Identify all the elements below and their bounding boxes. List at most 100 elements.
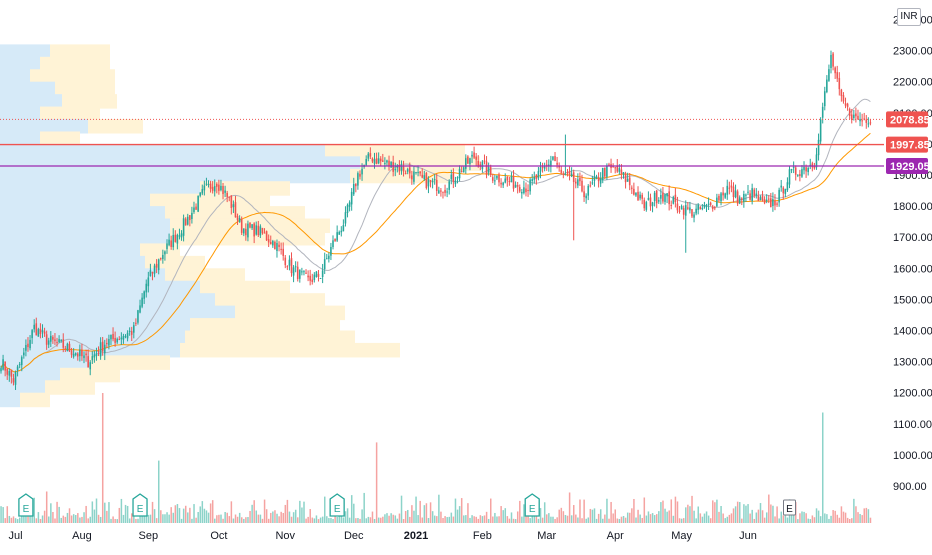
candle-body — [784, 188, 787, 194]
candle-body — [782, 187, 785, 194]
volume-bar — [141, 515, 143, 523]
candle-body — [290, 258, 293, 274]
profile-row-up — [0, 230, 170, 246]
volume-bar — [377, 517, 380, 523]
candle-body — [438, 190, 440, 194]
candle-body — [738, 197, 741, 204]
candle-body — [33, 324, 35, 330]
price-tag — [886, 136, 928, 153]
candle-body — [91, 356, 94, 361]
volume-bar — [500, 506, 502, 523]
candle-body — [460, 171, 463, 173]
candle-body — [415, 172, 417, 174]
volume-bar — [591, 509, 594, 523]
candle-body — [776, 203, 778, 205]
earnings-marker-box — [18, 493, 34, 517]
candle-body — [718, 195, 720, 201]
candle-body — [680, 206, 683, 210]
volume-bar — [79, 517, 81, 523]
volume-bar — [502, 510, 504, 523]
volume-bar — [583, 499, 585, 523]
x-tick-label: Sep — [139, 530, 159, 542]
volume-bar — [639, 514, 641, 523]
volume-bar — [72, 514, 75, 523]
volume-bar — [155, 518, 158, 523]
candle-body — [599, 178, 602, 184]
volume-bar — [222, 518, 224, 523]
candle-body — [417, 172, 419, 174]
y-tick-label: 1800.00 — [893, 201, 932, 213]
volume-bar — [251, 504, 253, 523]
volume-bar — [682, 518, 685, 523]
volume-bar — [826, 514, 828, 523]
candle-body — [664, 194, 666, 202]
y-tick-label: 1500.00 — [893, 294, 932, 306]
profile-row-up — [0, 131, 40, 146]
volume-bar — [27, 514, 29, 523]
volume-bar — [249, 510, 251, 523]
candle-body — [487, 167, 490, 173]
volume-bar — [853, 498, 855, 523]
volume-bar — [407, 509, 409, 523]
volume-bar — [614, 509, 616, 523]
time-axis[interactable]: Jul Aug Sep Oct Nov Dec 2021 Feb Mar Apr May Jun — [8, 530, 756, 542]
candle-body — [222, 186, 224, 195]
volume-profile — [0, 44, 480, 408]
candle-body — [529, 179, 531, 192]
candle-body — [759, 197, 762, 201]
volume-bar — [840, 506, 843, 523]
price-axis[interactable]: 900.00 1000.00 1100.00 1200.00 1300.00 1400.0… — [893, 15, 932, 494]
candle-body — [848, 108, 851, 116]
candle-body — [93, 354, 96, 358]
candle-body — [319, 277, 322, 279]
volume-bar — [326, 516, 328, 523]
earnings-marker-label: E — [137, 504, 144, 515]
candle-body — [853, 114, 855, 118]
candle-body — [159, 258, 162, 260]
volume-bar — [195, 517, 197, 523]
candle-body — [639, 194, 641, 199]
candle-body — [836, 72, 839, 79]
candle-body — [149, 270, 152, 277]
candle-body — [622, 172, 625, 175]
volume-bar — [384, 514, 386, 523]
candle-body — [384, 163, 386, 165]
volume-bar — [811, 515, 814, 523]
volume-bar — [153, 509, 156, 523]
candle-body — [56, 341, 58, 343]
candle-body — [813, 165, 816, 169]
volume-bar — [822, 412, 824, 523]
volume-bar — [797, 519, 799, 523]
candle-body — [294, 266, 297, 268]
currency-badge[interactable]: INR — [897, 8, 921, 26]
candle-body — [628, 177, 631, 186]
candle-body — [251, 224, 253, 229]
candle-body — [135, 322, 137, 324]
volume-bar — [307, 516, 309, 523]
volume-bar — [110, 518, 112, 523]
candle-body — [751, 188, 753, 202]
candle-body — [348, 202, 351, 207]
candle-body — [564, 174, 567, 176]
profile-row-down — [30, 69, 115, 84]
candle-body — [772, 199, 774, 207]
volume-bar — [158, 460, 160, 523]
volume-bar — [508, 518, 511, 523]
candle-body — [645, 202, 648, 210]
profile-row-up — [0, 255, 145, 271]
volume-bar — [479, 515, 482, 523]
profile-row-up — [0, 280, 200, 296]
candle-body — [614, 167, 616, 169]
candle-body — [373, 159, 376, 164]
volume-bar — [369, 517, 372, 523]
candle-body — [574, 181, 577, 184]
volume-bar — [176, 504, 179, 523]
candle-body — [716, 197, 718, 207]
volume-bar — [238, 512, 241, 523]
candle-body — [456, 177, 459, 179]
candle-body — [765, 199, 768, 202]
volume-bar — [442, 518, 444, 523]
